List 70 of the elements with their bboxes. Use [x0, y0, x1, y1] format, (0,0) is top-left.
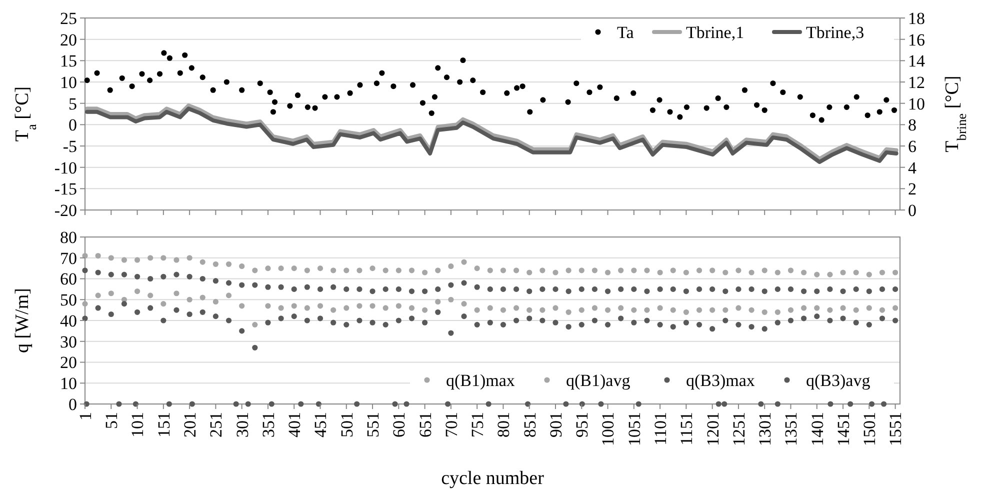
legend-label: q(B1)max — [446, 370, 516, 390]
x-tick-label: 951 — [572, 412, 592, 438]
x-tick-label: 601 — [390, 412, 409, 438]
y-tick-label: 20 — [60, 30, 77, 50]
y-tick-label: 25 — [60, 8, 77, 28]
x-tick-label: 351 — [258, 412, 278, 438]
x-tick-label: 51 — [102, 412, 122, 429]
x-tick-label: 201 — [180, 412, 200, 438]
x-tick-label: 651 — [416, 412, 435, 438]
x-tick-label: 1451 — [834, 412, 853, 446]
y-tick-label: 0 — [68, 394, 77, 414]
y-tick-label: 30 — [60, 332, 77, 352]
y2-tick-label: 6 — [908, 136, 916, 156]
y-tick-label: 15 — [60, 52, 77, 71]
y2-tick-label: 14 — [908, 52, 926, 71]
legend-label: Ta — [617, 22, 634, 42]
y-axis-title: q [W/m] — [12, 288, 33, 353]
x-tick-label: 1551 — [886, 412, 906, 446]
y-tick-label: -15 — [54, 180, 77, 199]
x-tick-label: 1201 — [703, 412, 722, 446]
y-tick-label: 50 — [60, 290, 77, 310]
y2-tick-label: 4 — [908, 158, 917, 178]
x-axis-title: cycle number — [441, 468, 545, 489]
y2-tick-label: 10 — [908, 94, 925, 114]
x-tick-label: 501 — [337, 412, 356, 438]
x-tick-label: 1401 — [808, 412, 827, 446]
y-tick-label: 5 — [68, 94, 77, 114]
x-tick-label: 751 — [468, 412, 488, 438]
y2-tick-label: 8 — [908, 116, 916, 135]
x-tick-label: 101 — [128, 412, 148, 438]
y-tick-label: 40 — [60, 311, 77, 330]
y-tick-label: 70 — [60, 248, 77, 268]
x-tick-label: 251 — [206, 412, 226, 438]
y2-tick-label: 0 — [908, 200, 916, 220]
x-tick-label: 901 — [546, 412, 566, 438]
x-tick-label: 1351 — [782, 412, 801, 446]
x-tick-label: 551 — [363, 412, 382, 438]
y2-tick-label: 2 — [908, 180, 916, 199]
x-tick-label: 1001 — [598, 412, 618, 446]
x-tick-label: 1151 — [677, 412, 696, 446]
y-tick-label: -10 — [54, 158, 77, 178]
y-tick-label: -20 — [54, 200, 77, 220]
x-tick-label: 151 — [154, 412, 174, 438]
x-tick-label: 301 — [232, 412, 252, 438]
x-tick-label: 701 — [442, 412, 461, 438]
x-tick-label: 1301 — [756, 412, 775, 446]
legend-label: Tbrine,3 — [806, 22, 864, 42]
y-tick-label: 0 — [68, 116, 77, 135]
y-tick-label: 80 — [60, 228, 77, 247]
legend-label: q(B3)avg — [806, 370, 871, 390]
x-tick-label: 851 — [520, 412, 540, 438]
x-tick-label: 1251 — [729, 412, 748, 446]
y2-tick-label: 12 — [908, 72, 925, 92]
y2-tick-label: 16 — [908, 30, 925, 50]
y-tick-label: 10 — [60, 374, 77, 394]
x-tick-label: 1051 — [624, 412, 644, 446]
x-tick-label: 801 — [494, 412, 514, 438]
y2-tick-label: 18 — [908, 8, 925, 28]
x-tick-label: 1101 — [651, 412, 670, 446]
y-tick-label: 60 — [60, 270, 77, 289]
x-tick-label: 1501 — [860, 412, 880, 446]
legend-label: q(B3)max — [686, 370, 756, 390]
y-tick-label: 20 — [60, 353, 77, 372]
y-tick-label: -5 — [62, 136, 77, 156]
x-tick-label: 401 — [285, 412, 304, 438]
legend-label: q(B1)avg — [566, 370, 631, 390]
x-tick-label: 451 — [311, 412, 330, 438]
x-tick-label: 1 — [76, 412, 95, 420]
legend-label: Tbrine,1 — [686, 22, 744, 42]
y-tick-label: 10 — [60, 72, 77, 92]
